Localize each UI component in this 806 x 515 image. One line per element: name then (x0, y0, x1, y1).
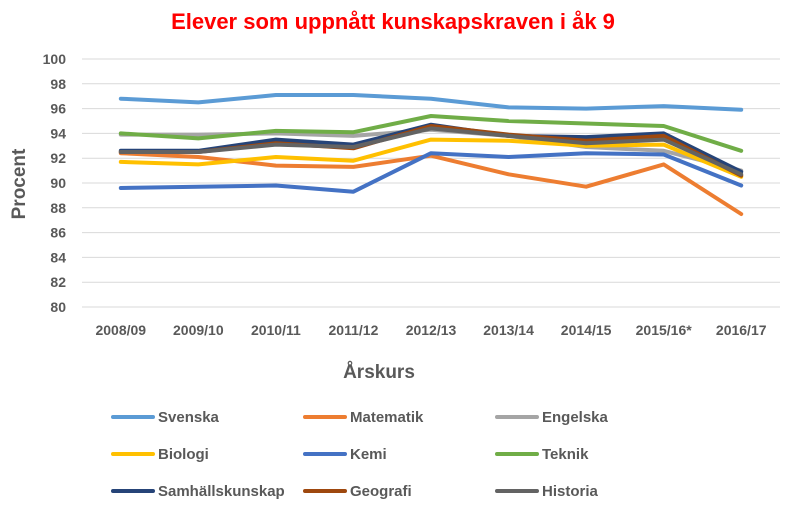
legend-label: Samhällskunskap (158, 483, 285, 500)
series-lines (118, 93, 744, 216)
legend-item: Geografi (303, 483, 412, 500)
y-tick-label: 86 (50, 225, 66, 241)
legend-label: Kemi (350, 446, 387, 463)
series-line-biologi (118, 137, 744, 179)
y-tick-label: 98 (50, 76, 66, 92)
legend-label: Biologi (158, 446, 209, 463)
legend: Svenska Matematik Engelska Biologi Kemi Tekni… (111, 409, 609, 500)
y-tick-label: 100 (43, 51, 67, 67)
y-tick-label: 82 (50, 274, 66, 290)
legend-item: Teknik (495, 446, 589, 463)
chart-title: Elever som uppnått kunskapskraven i åk 9 (171, 9, 615, 34)
x-tick-label: 2012/13 (406, 322, 457, 338)
legend-item: Historia (495, 483, 599, 500)
legend-label: Teknik (542, 446, 589, 463)
legend-label: Historia (542, 483, 599, 500)
legend-item: Biologi (111, 446, 209, 463)
y-axis-ticks: 80 82 84 86 88 90 92 94 96 98 100 (43, 51, 67, 315)
y-axis-label: Procent (9, 148, 30, 219)
legend-item: Kemi (303, 446, 387, 463)
y-tick-label: 88 (50, 200, 66, 216)
x-tick-label: 2010/11 (251, 322, 301, 338)
x-tick-label: 2014/15 (561, 322, 612, 338)
series-line-matematik (118, 151, 744, 216)
y-tick-label: 92 (50, 150, 66, 166)
x-tick-label: 2016/17 (716, 322, 767, 338)
legend-item: Svenska (111, 409, 220, 426)
y-tick-label: 94 (50, 125, 66, 141)
y-tick-label: 96 (50, 101, 66, 117)
x-tick-label: 2008/09 (95, 322, 146, 338)
legend-item: Matematik (303, 409, 424, 426)
y-tick-label: 84 (50, 249, 66, 265)
y-tick-label: 90 (50, 175, 66, 191)
x-axis-label: Årskurs (343, 362, 415, 383)
legend-label: Engelska (542, 409, 609, 426)
legend-item: Engelska (495, 409, 609, 426)
y-tick-label: 80 (50, 299, 66, 315)
series-line-svenska (118, 93, 744, 112)
x-tick-label: 2015/16* (636, 322, 693, 338)
gridlines (82, 58, 780, 308)
legend-label: Svenska (158, 409, 220, 426)
legend-label: Matematik (350, 409, 424, 426)
series-line-historia (118, 126, 744, 177)
x-tick-label: 2009/10 (173, 322, 224, 338)
x-axis-ticks: 2008/09 2009/10 2010/11 2011/12 2012/13 2013/… (95, 322, 766, 338)
legend-item: Samhällskunskap (111, 483, 285, 500)
series-line-kemi (118, 151, 744, 194)
x-tick-label: 2013/14 (483, 322, 534, 338)
x-tick-label: 2011/12 (329, 322, 379, 338)
legend-label: Geografi (350, 483, 412, 500)
series-line-teknik (118, 114, 744, 153)
